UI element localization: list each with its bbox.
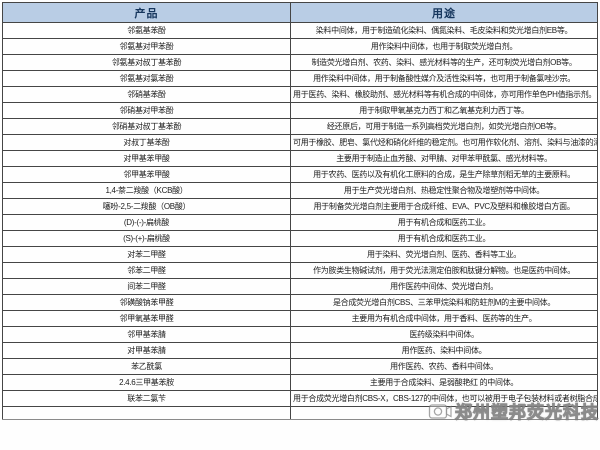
table-row: 苯乙酰氯 用作医药、农药、香料中间体。 [2,358,598,375]
empty-use-cell [290,406,598,420]
table-row: 邻氨基对叔丁基苯酚 制造荧光增白剂、农药、染料、感光材料等的生产，还可制荧光增白剂… [2,54,598,71]
table-row: (D)-(-)-扁桃酸 用于有机合成和医药工业。 [2,214,598,231]
use-cell: 用于有机合成和医药工业。 [290,214,598,231]
table-row: 邻硝基苯酚 用于医药、染料、橡胶助剂、感光材料等有机合成的中间体，亦可用作单色PH… [2,86,598,103]
use-cell: 染料中间体，用于制造硫化染料、偶氮染料、毛皮染料和荧光增白剂EB等。 [290,22,598,39]
use-cell: 经还原后，可用于制造一系列高档荧光增白剂，如荧光增白剂OB等。 [290,118,598,135]
product-cell: 邻磺酸钠苯甲醛 [2,294,291,311]
table-row: 对甲基苯甲酸 主要用于制造止血芳酸、对甲腈、对甲苯甲酰氯、感光材料等。 [2,150,598,167]
empty-partial-row [2,406,598,420]
table-row: 邻甲基苯甲酸 用于农药、医药以及有机化工原料的合成，是生产除草剂稻无草的主要原料。 [2,166,598,183]
table-row: (S)-(+)-扁桃酸 用于有机合成和医药工业。 [2,230,598,247]
header-row: 产品 用途 [2,2,598,23]
product-cell: 邻甲基苯甲酸 [2,166,291,183]
table-row: 邻磺酸钠苯甲醛 是合成荧光增白剂CBS、三苯甲烷染料和防蛀剂M的主要中间体。 [2,294,598,311]
use-cell: 用于农药、医药以及有机化工原料的合成，是生产除草剂稻无草的主要原料。 [290,166,598,183]
table-row: 邻甲基苯腈 医药级染料中间体。 [2,326,598,343]
table-row: 邻氨基苯酚 染料中间体，用于制造硫化染料、偶氮染料、毛皮染料和荧光增白剂EB等。 [2,22,598,39]
table-row: 1,4-萘二羧酸（KCB酸） 用于生产荧光增白剂、热稳定性聚合物及增塑剂等中间体。 [2,182,598,199]
table-row: 2.4.6三甲基苯胺 主要用于合成染料、是弱酸艳红 的中间体。 [2,374,598,391]
table-row: 邻硝基对甲苯酚 用于制取甲氧基克力西丁和乙氧基克利力西丁等。 [2,102,598,119]
use-cell: 用作染料中间体，用于制备酸性媒介及活性染料等，也可用于制备氯唑沙宗。 [290,70,598,87]
use-cell: 可用于橡胶、肥皂、氯代烃和硝化纤维的稳定剂。也可用作软化剂、溶剂、染料与油漆的添… [290,134,598,151]
table-row: 间苯二甲醛 用作医药中间体、荧光增白剂。 [2,278,598,295]
table-row: 邻硝基对叔丁基苯酚 经还原后，可用于制造一系列高档荧光增白剂，如荧光增白剂OB等。 [2,118,598,135]
product-cell: 苯乙酰氯 [2,358,291,375]
product-cell: 邻氨基对甲苯酚 [2,38,291,55]
product-cell: 邻甲基苯腈 [2,326,291,343]
product-cell: 噻吩-2,5-二羧酸（OB酸） [2,198,291,215]
use-cell: 是合成荧光增白剂CBS、三苯甲烷染料和防蛀剂M的主要中间体。 [290,294,598,311]
table-row: 邻氨基对甲苯酚 用作染料中间体，也用于制取荧光增白剂。 [2,38,598,55]
use-cell: 用于染料、荧光增白剂、医药、香料等工业。 [290,246,598,263]
product-cell: 邻氨基对氯苯酚 [2,70,291,87]
use-cell: 主要用为有机合成中间体，用于香料、医药等的生产。 [290,310,598,327]
product-cell: 邻苯二甲醛 [2,262,291,279]
header-use: 用途 [290,2,598,23]
use-cell: 用作医药、农药、香料中间体。 [290,358,598,375]
table-row: 联苯二氯苄 用于合成荧光增白剂CBS-X，CBS-127的中间体，也可以被用于电子… [2,390,598,407]
use-cell: 用于制备荧光增白剂主要用于合成纤维、EVA、PVC及塑料和橡胶增白方面。 [290,198,598,215]
table-body: 邻氨基苯酚 染料中间体，用于制造硫化染料、偶氮染料、毛皮染料和荧光增白剂EB等。邻… [2,22,598,407]
use-cell: 制造荧光增白剂、农药、染料、感光材料等的生产，还可制荧光增白剂OB等。 [290,54,598,71]
product-cell: 邻硝基对甲苯酚 [2,102,291,119]
use-cell: 用于有机合成和医药工业。 [290,230,598,247]
table-row: 噻吩-2,5-二羧酸（OB酸） 用于制备荧光增白剂主要用于合成纤维、EVA、PVC… [2,198,598,215]
header-product: 产品 [2,2,291,23]
table-row: 对甲基苯腈 用作医药、染料中间体。 [2,342,598,359]
empty-product-cell [2,406,291,420]
product-cell: (D)-(-)-扁桃酸 [2,214,291,231]
use-cell: 用作医药中间体、荧光增白剂。 [290,278,598,295]
use-cell: 医药级染料中间体。 [290,326,598,343]
table-row: 对苯二甲醛 用于染料、荧光增白剂、医药、香料等工业。 [2,246,598,263]
use-cell: 用于制取甲氧基克力西丁和乙氧基克利力西丁等。 [290,102,598,119]
table-row: 对叔丁基苯酚 可用于橡胶、肥皂、氯代烃和硝化纤维的稳定剂。也可用作软化剂、溶剂、染… [2,134,598,151]
product-cell: 邻氨基苯酚 [2,22,291,39]
use-cell: 作为胺类生物碱试剂，用于荧光法测定伯胺和肽键分解物。也是医药中间体。 [290,262,598,279]
use-cell: 用于合成荧光增白剂CBS-X，CBS-127的中间体，也可以被用于电子包装材料或… [290,390,598,407]
product-cell: 联苯二氯苄 [2,390,291,407]
product-cell: 邻硝基苯酚 [2,86,291,103]
product-cell: 2.4.6三甲基苯胺 [2,374,291,391]
use-cell: 用于医药、染料、橡胶助剂、感光材料等有机合成的中间体，亦可用作单色PH值指示剂。 [290,86,598,103]
table-row: 邻甲氧基苯甲醛 主要用为有机合成中间体，用于香料、医药等的生产。 [2,310,598,327]
use-cell: 主要用于制造止血芳酸、对甲腈、对甲苯甲酰氯、感光材料等。 [290,150,598,167]
product-cell: (S)-(+)-扁桃酸 [2,230,291,247]
product-use-table: 产品 用途 邻氨基苯酚 染料中间体，用于制造硫化染料、偶氮染料、毛皮染料和荧光增白… [2,2,598,420]
product-cell: 间苯二甲醛 [2,278,291,295]
product-cell: 1,4-萘二羧酸（KCB酸） [2,182,291,199]
product-cell: 对叔丁基苯酚 [2,134,291,151]
product-cell: 邻硝基对叔丁基苯酚 [2,118,291,135]
product-cell: 对甲基苯腈 [2,342,291,359]
table-row: 邻氨基对氯苯酚 用作染料中间体，用于制备酸性媒介及活性染料等，也可用于制备氯唑沙宗… [2,70,598,87]
use-cell: 用作医药、染料中间体。 [290,342,598,359]
use-cell: 用作染料中间体，也用于制取荧光增白剂。 [290,38,598,55]
product-cell: 对苯二甲醛 [2,246,291,263]
product-cell: 对甲基苯甲酸 [2,150,291,167]
product-cell: 邻氨基对叔丁基苯酚 [2,54,291,71]
use-cell: 用于生产荧光增白剂、热稳定性聚合物及增塑剂等中间体。 [290,182,598,199]
product-cell: 邻甲氧基苯甲醛 [2,310,291,327]
use-cell: 主要用于合成染料、是弱酸艳红 的中间体。 [290,374,598,391]
table-row: 邻苯二甲醛 作为胺类生物碱试剂，用于荧光法测定伯胺和肽键分解物。也是医药中间体。 [2,262,598,279]
